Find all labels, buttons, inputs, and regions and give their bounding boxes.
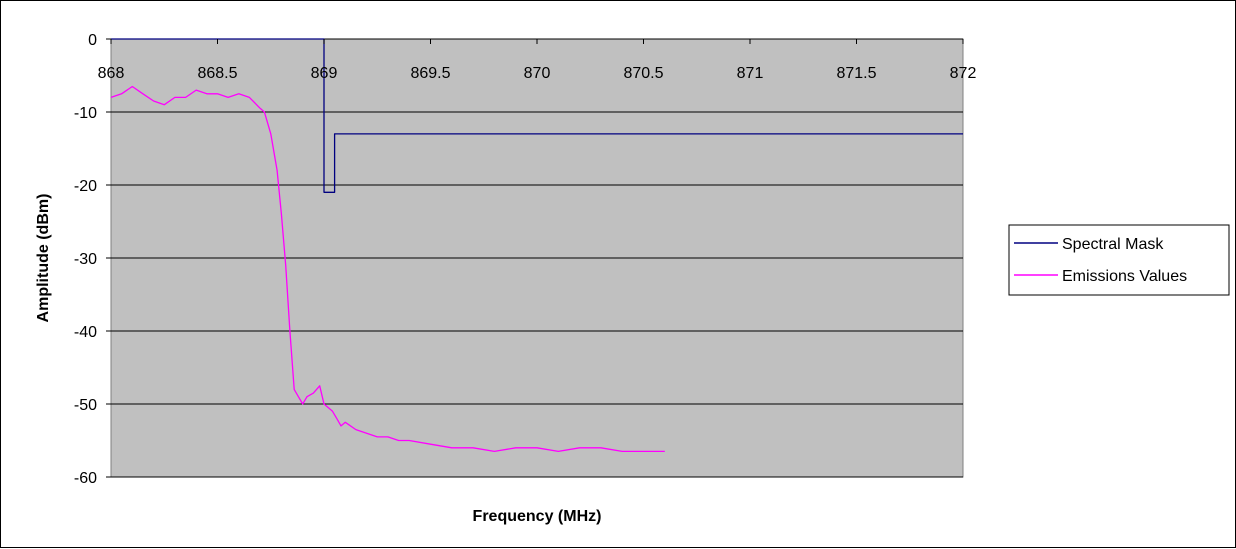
y-tick-label: -50 — [74, 397, 97, 414]
series-line-spectral-mask — [111, 38, 963, 193]
y-tick-label: 0 — [88, 32, 97, 49]
x-tick-label: 871.5 — [836, 65, 876, 82]
x-tick-label: 870 — [524, 65, 551, 82]
y-axis-title: Amplitude (dBm) — [35, 194, 52, 323]
x-tick-label: 868 — [98, 65, 125, 82]
y-tick-label: -30 — [74, 251, 97, 268]
legend-box — [1008, 224, 1230, 296]
series-layer — [110, 38, 963, 453]
x-tick-label: 871 — [737, 65, 764, 82]
y-tick-label: -60 — [74, 470, 97, 487]
y-tick-label: -10 — [74, 105, 97, 122]
y-tick-label: -20 — [74, 178, 97, 195]
legend: Spectral Mask Emissions Values — [1008, 224, 1230, 296]
x-tick-label: 872 — [950, 65, 977, 82]
series-line-emissions-values — [110, 85, 665, 453]
x-tick-label: 869.5 — [410, 65, 450, 82]
x-tick-label: 870.5 — [623, 65, 663, 82]
x-axis-title: Frequency (MHz) — [473, 508, 602, 525]
legend-label-spectral-mask: Spectral Mask — [1062, 236, 1164, 253]
x-tick-label: 868.5 — [197, 65, 237, 82]
y-tick-labels: 0 -10 -20 -30 -40 -50 -60 — [74, 32, 111, 487]
x-tick-labels: 868 868.5 869 869.5 870 870.5 871 871.5 872 — [98, 39, 977, 82]
legend-label-emissions-values: Emissions Values — [1062, 268, 1187, 285]
x-tick-label: 869 — [311, 65, 338, 82]
y-tick-label: -40 — [74, 324, 97, 341]
